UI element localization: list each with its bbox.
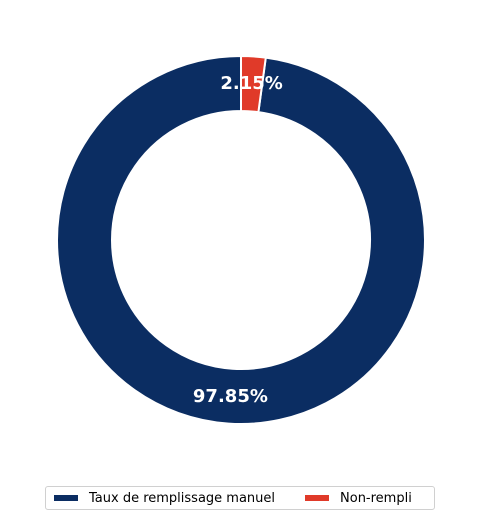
legend-item-unfilled: Non-rempli (305, 491, 412, 506)
legend-label-filled: Taux de remplissage manuel (89, 490, 276, 506)
legend-item-filled: Taux de remplissage manuel (54, 491, 275, 506)
legend-swatch-filled (54, 495, 78, 501)
legend-swatch-unfilled (305, 495, 330, 501)
label-filled: 97.85% (193, 386, 268, 407)
label-unfilled: 2.15% (220, 73, 282, 94)
legend-label-unfilled: Non-rempli (340, 490, 412, 506)
chart-legend: Taux de remplissage manuel Non-rempli (45, 486, 435, 510)
slice-unfilled (240, 54, 267, 114)
slice-filled (56, 54, 426, 425)
